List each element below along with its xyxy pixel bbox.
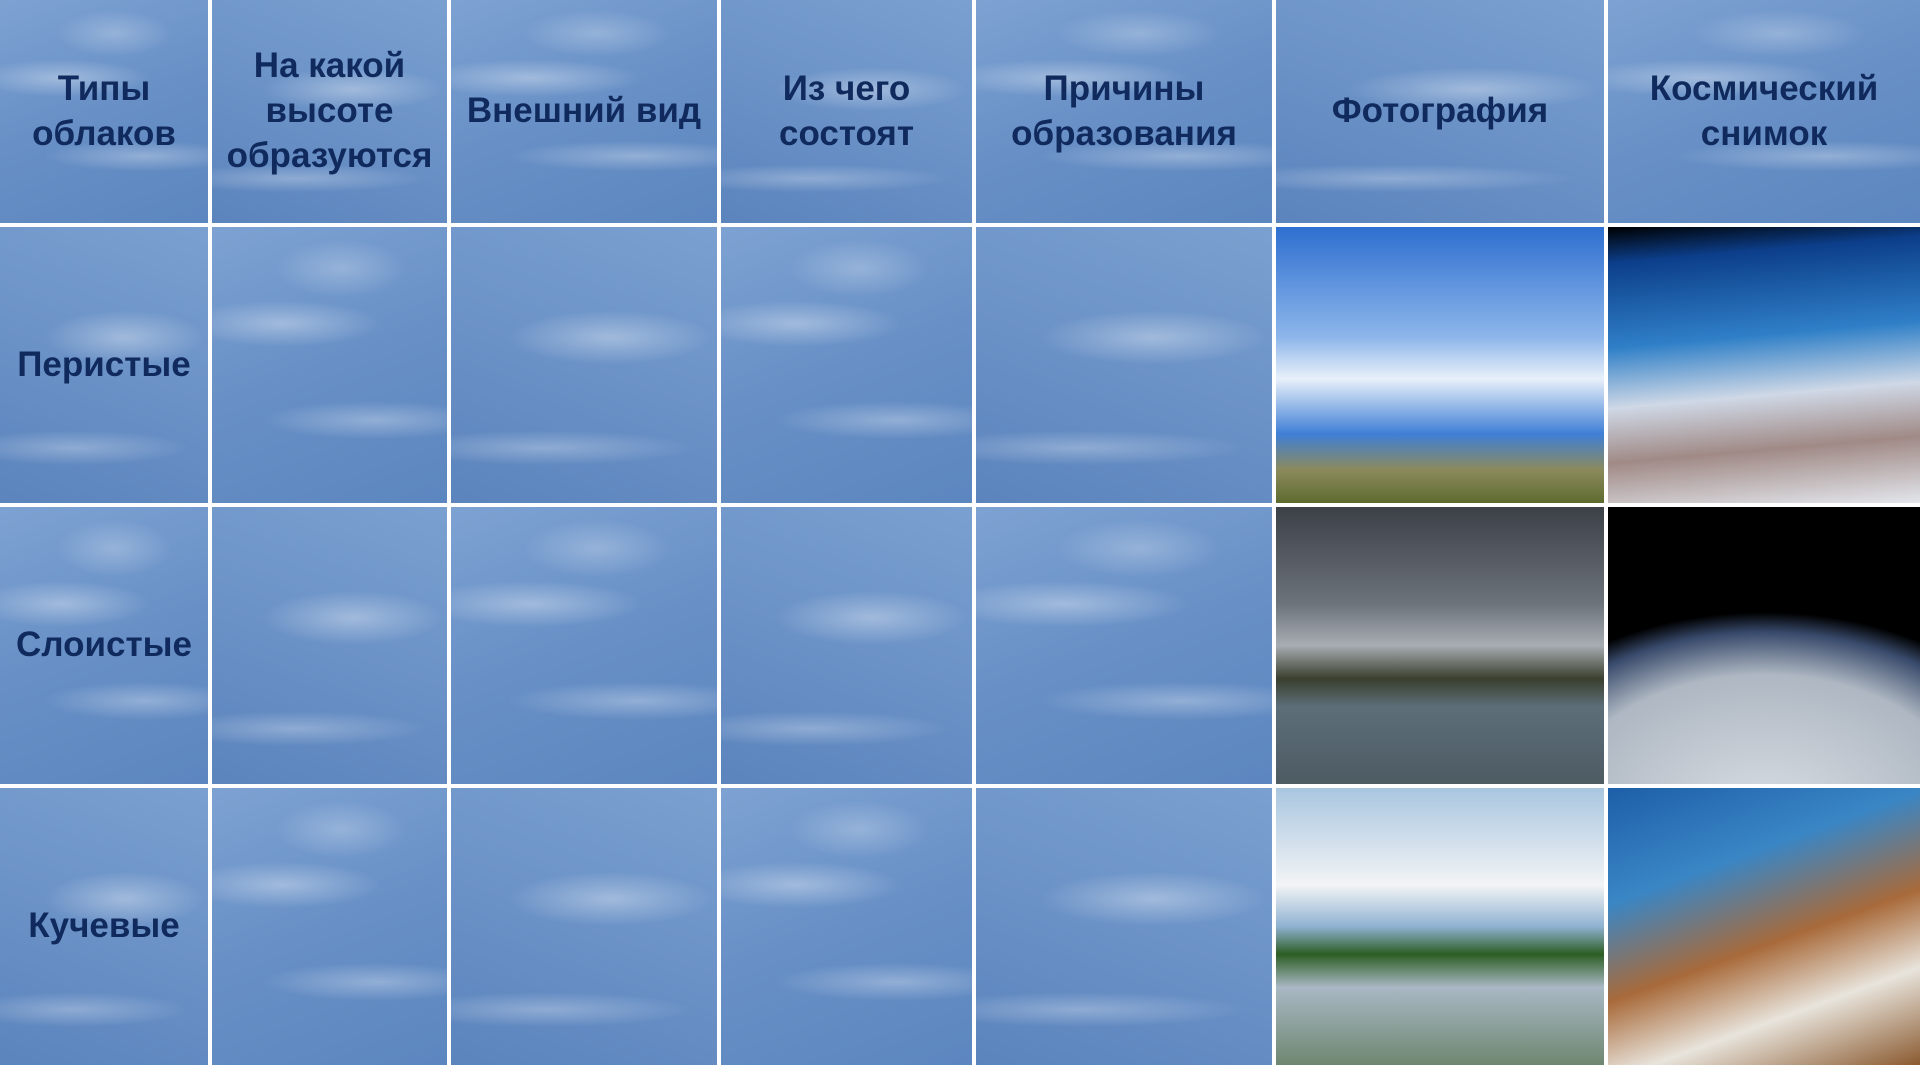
space-photo [1608, 788, 1920, 1065]
empty-cell [721, 788, 972, 1065]
cell-text: На какой высоте образуются [212, 44, 447, 178]
header-cell: Космический снимок [1608, 0, 1920, 223]
empty-cell [451, 507, 717, 784]
empty-cell [976, 507, 1272, 784]
empty-cell [212, 788, 447, 1065]
cell-text: Типы облаков [0, 67, 208, 157]
space-photo [1608, 507, 1920, 784]
row-label: Кучевые [0, 788, 208, 1065]
cell-text: Причины образования [976, 67, 1272, 157]
page: {"table": { "header": ["Типы облаков", "… [0, 0, 1920, 1065]
header-cell: Типы облаков [0, 0, 208, 223]
cell-text: Космический снимок [1608, 67, 1920, 157]
cell-text: Из чего состоят [721, 67, 972, 157]
empty-cell [721, 227, 972, 503]
header-cell: Фотография [1276, 0, 1604, 223]
empty-cell [976, 788, 1272, 1065]
cell-text: Фотография [1326, 89, 1554, 134]
space-photo [1608, 227, 1920, 503]
header-cell: Внешний вид [451, 0, 717, 223]
header-cell: На какой высоте образуются [212, 0, 447, 223]
row-label: Перистые [0, 227, 208, 503]
empty-cell [721, 507, 972, 784]
cell-text: Кучевые [22, 904, 185, 949]
cell-text: Внешний вид [461, 89, 707, 134]
header-cell: Из чего состоят [721, 0, 972, 223]
empty-cell [451, 788, 717, 1065]
header-cell: Причины образования [976, 0, 1272, 223]
cloud-photo [1276, 507, 1604, 784]
cloud-photo [1276, 227, 1604, 503]
cell-text: Слоистые [10, 623, 198, 668]
empty-cell [451, 227, 717, 503]
cloud-photo [1276, 788, 1604, 1065]
empty-cell [212, 507, 447, 784]
cell-text: Перистые [11, 343, 196, 388]
cloud-table: Типы облаковНа какой высоте образуются Вн… [0, 0, 1920, 1065]
row-label: Слоистые [0, 507, 208, 784]
empty-cell [212, 227, 447, 503]
empty-cell [976, 227, 1272, 503]
